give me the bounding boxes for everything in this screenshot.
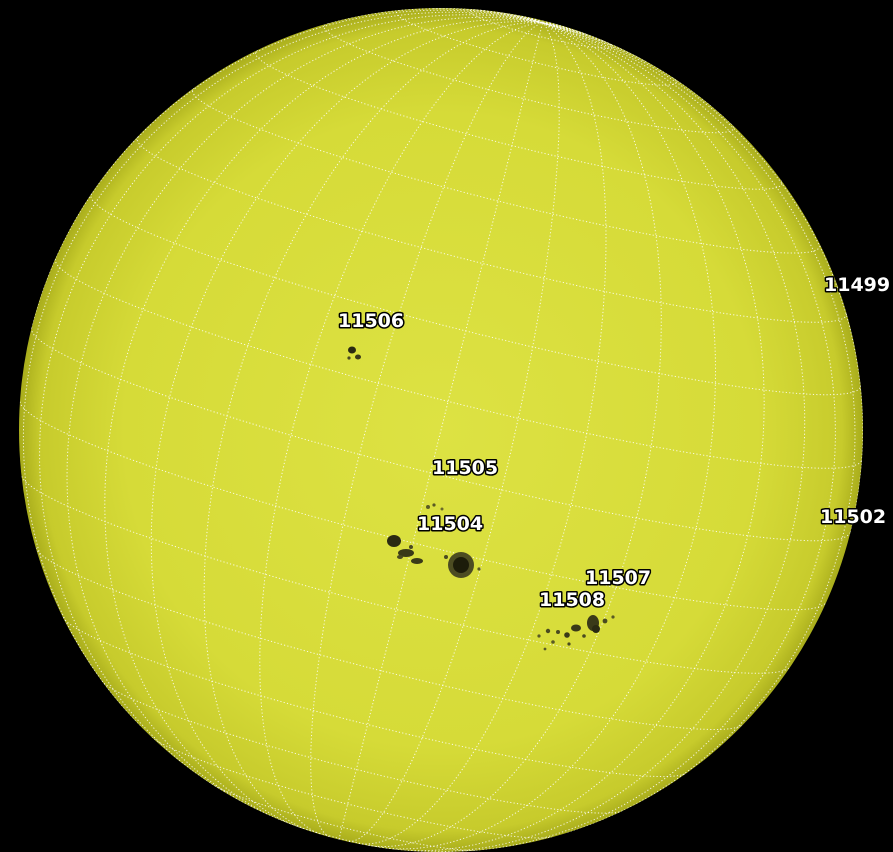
grid-line — [22, 11, 543, 727]
grid-line — [395, 9, 677, 86]
grid-line — [19, 401, 827, 611]
grid-line — [528, 16, 543, 24]
grid-line — [469, 9, 613, 49]
region-label-11507: 11507 — [585, 567, 651, 589]
grid-line — [259, 22, 543, 835]
grid-line — [542, 22, 604, 42]
region-label-11499: 11499 — [824, 274, 890, 296]
grid-line — [31, 9, 543, 329]
grid-line — [54, 258, 863, 469]
grid-line — [136, 136, 847, 323]
grid-line — [542, 20, 544, 23]
sunspot-group-11507-11508 — [537, 615, 615, 651]
region-label-11506: 11506 — [338, 310, 404, 332]
grid-line — [542, 21, 551, 24]
grid-line — [462, 22, 836, 852]
sunspot-group-11505 — [426, 503, 444, 511]
sunspot-group-11506 — [347, 346, 361, 360]
region-label-11504: 11504 — [417, 513, 483, 535]
grid-line — [535, 18, 543, 24]
heliographic-grid — [19, 8, 863, 852]
region-labels: 11506 11499 11505 11504 11502 11507 1150… — [337, 273, 892, 613]
region-label-11505: 11505 — [432, 457, 498, 479]
grid-line — [151, 736, 553, 839]
region-label-11502: 11502 — [820, 506, 886, 528]
grid-line — [150, 20, 543, 830]
grid-line — [480, 9, 543, 24]
sunspot-group-11504 — [387, 535, 481, 578]
grid-line — [542, 22, 558, 25]
grid-line — [375, 22, 717, 850]
grid-line — [21, 476, 790, 674]
grid-line — [542, 22, 571, 29]
grid-line — [211, 783, 478, 851]
grid-line — [542, 22, 856, 834]
sunspot-groups — [347, 346, 615, 651]
grid-line — [358, 22, 607, 845]
grid-line — [542, 22, 863, 533]
grid-line — [433, 8, 543, 24]
grid-line — [542, 22, 565, 27]
grid-line — [35, 547, 744, 730]
grid-line — [39, 14, 543, 793]
grid-line — [328, 8, 543, 24]
region-label-11508: 11508 — [539, 589, 605, 611]
grid-line — [104, 19, 543, 823]
grid-line — [394, 22, 765, 852]
grid-line — [542, 22, 732, 125]
grid-line — [191, 87, 821, 254]
